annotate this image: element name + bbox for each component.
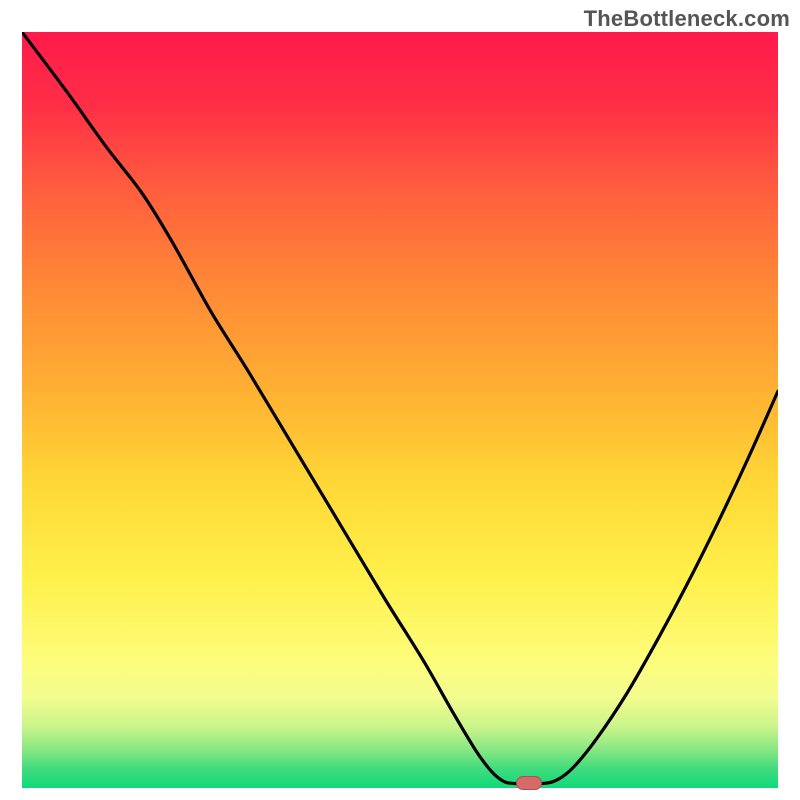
bottleneck-curve	[22, 32, 778, 784]
optimum-marker	[516, 776, 542, 790]
plot-area	[22, 32, 778, 788]
watermark-text: TheBottleneck.com	[584, 6, 790, 32]
curve-svg	[22, 32, 778, 788]
chart-container: TheBottleneck.com	[0, 0, 800, 800]
